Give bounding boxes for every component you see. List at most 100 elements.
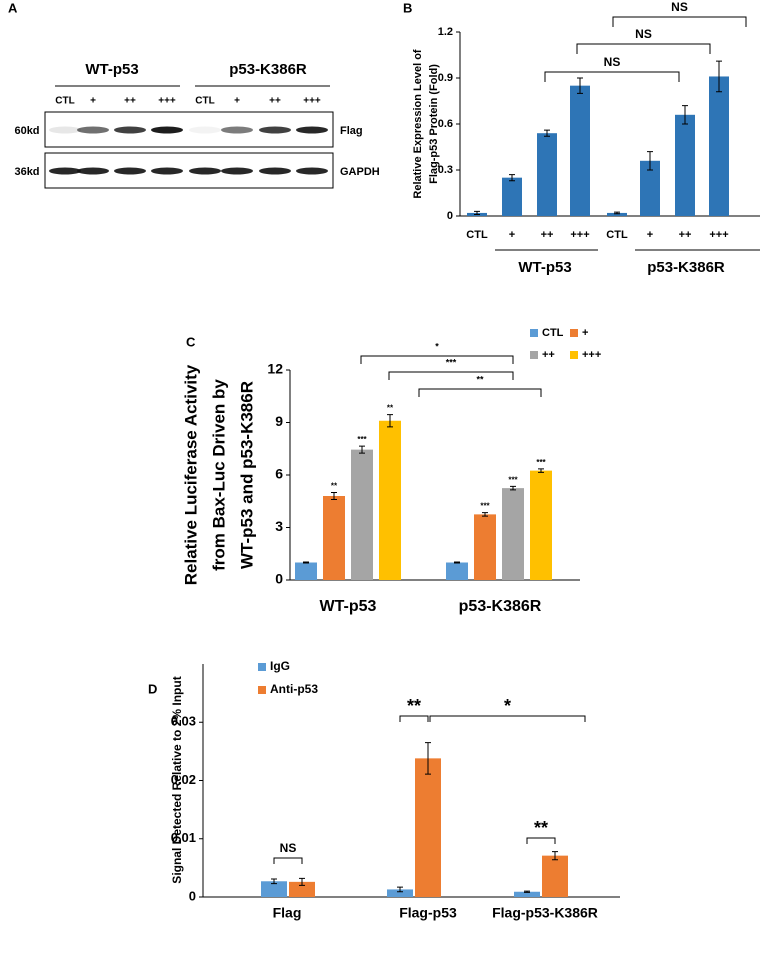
band xyxy=(189,167,221,175)
y-axis-label: WT-p53 and p53-K386R xyxy=(237,381,256,569)
blot-row-name: GAPDH xyxy=(340,166,380,178)
blot-size: 36kd xyxy=(14,166,39,178)
bar xyxy=(570,85,590,217)
x-tick-label: + xyxy=(647,229,653,241)
bar xyxy=(289,881,315,897)
error-bar xyxy=(647,151,653,171)
lane-label: + xyxy=(90,96,96,107)
annotation: ** xyxy=(476,374,484,384)
band xyxy=(151,167,183,175)
x-tick-label: Flag xyxy=(273,905,302,921)
band xyxy=(77,167,109,175)
error-bar xyxy=(544,129,550,137)
panel-label: A xyxy=(8,0,18,15)
error-bar xyxy=(482,512,488,517)
error-bar xyxy=(552,851,558,861)
group-label: p53-K386R xyxy=(647,259,725,276)
x-tick-label: Flag-p53-K386R xyxy=(492,905,598,921)
band xyxy=(49,167,81,175)
annotation: NS xyxy=(280,841,297,855)
bar xyxy=(537,133,557,216)
annotation: NS xyxy=(604,55,621,69)
band xyxy=(296,167,328,175)
band xyxy=(189,126,221,134)
error-bar xyxy=(387,414,393,428)
band xyxy=(49,126,81,134)
x-tick-label: +++ xyxy=(570,229,589,241)
error-bar xyxy=(614,211,620,215)
significance: ** xyxy=(331,482,338,491)
y-axis-label: Relative Luciferase Activity xyxy=(181,364,200,585)
bar xyxy=(709,76,729,216)
lane-label: +++ xyxy=(303,96,321,107)
bar xyxy=(323,496,345,580)
error-bar xyxy=(271,878,277,885)
error-bar xyxy=(474,210,480,215)
x-tick-label: CTL xyxy=(466,229,488,241)
y-axis-label: Flag-p53 Protein (Fold) xyxy=(428,64,440,184)
error-bar xyxy=(524,890,530,893)
x-tick-label: p53-K386R xyxy=(459,598,542,615)
significance: *** xyxy=(480,502,490,511)
lane-label: + xyxy=(234,96,240,107)
bar xyxy=(474,514,496,580)
x-tick-label: ++ xyxy=(541,229,554,241)
error-bar xyxy=(538,468,544,473)
y-axis-label: Signal Detected Relative to 2% Input xyxy=(170,676,184,883)
blot-group: WT-p53 xyxy=(85,61,138,78)
annotation: NS xyxy=(635,27,652,41)
bar xyxy=(387,889,413,897)
panel-label: D xyxy=(148,681,157,696)
bar xyxy=(502,488,524,580)
bar xyxy=(514,891,540,897)
bracket xyxy=(612,16,747,27)
error-bar xyxy=(299,877,305,886)
legend-label: +++ xyxy=(582,349,601,361)
y-tick-label: 0 xyxy=(275,571,283,587)
x-tick-label: + xyxy=(509,229,515,241)
error-bar xyxy=(510,485,516,491)
y-tick-label: 0.03 xyxy=(171,714,196,729)
band xyxy=(114,126,146,134)
legend-swatch xyxy=(530,351,538,359)
bracket xyxy=(388,371,514,380)
bracket xyxy=(418,388,542,397)
legend-label: ++ xyxy=(542,349,555,361)
band xyxy=(77,126,109,134)
y-axis-label: Relative Expression Level of xyxy=(412,49,424,199)
error-bar xyxy=(716,60,722,93)
blot-size: 60kd xyxy=(14,125,39,137)
bracket xyxy=(273,857,303,864)
error-bar xyxy=(509,174,515,182)
band xyxy=(296,126,328,134)
x-tick-label: CTL xyxy=(606,229,628,241)
y-tick-label: 0.02 xyxy=(171,772,196,787)
y-tick-label: 0 xyxy=(447,210,453,222)
bracket xyxy=(526,837,556,844)
significance: *** xyxy=(508,475,518,484)
bar xyxy=(607,212,627,216)
panel-label: C xyxy=(186,334,196,349)
bar xyxy=(351,449,373,580)
legend-swatch xyxy=(570,329,578,337)
y-tick-label: 0.3 xyxy=(438,164,453,176)
blot-row-name: Flag xyxy=(340,125,363,137)
band xyxy=(259,126,291,134)
annotation: *** xyxy=(446,357,457,367)
bracket xyxy=(399,715,429,722)
legend-label: IgG xyxy=(270,659,290,673)
significance: *** xyxy=(357,435,367,444)
legend-label: CTL xyxy=(542,327,564,339)
annotation: * xyxy=(504,696,511,716)
bracket xyxy=(576,43,711,54)
bar xyxy=(542,855,568,897)
x-tick-label: Flag-p53 xyxy=(399,905,457,921)
error-bar xyxy=(331,492,337,500)
error-bar xyxy=(454,561,460,564)
lane-label: ++ xyxy=(269,96,281,107)
error-bar xyxy=(425,742,431,775)
bar xyxy=(295,562,317,580)
y-tick-label: 0.9 xyxy=(438,72,453,84)
y-tick-label: 0.01 xyxy=(171,830,196,845)
